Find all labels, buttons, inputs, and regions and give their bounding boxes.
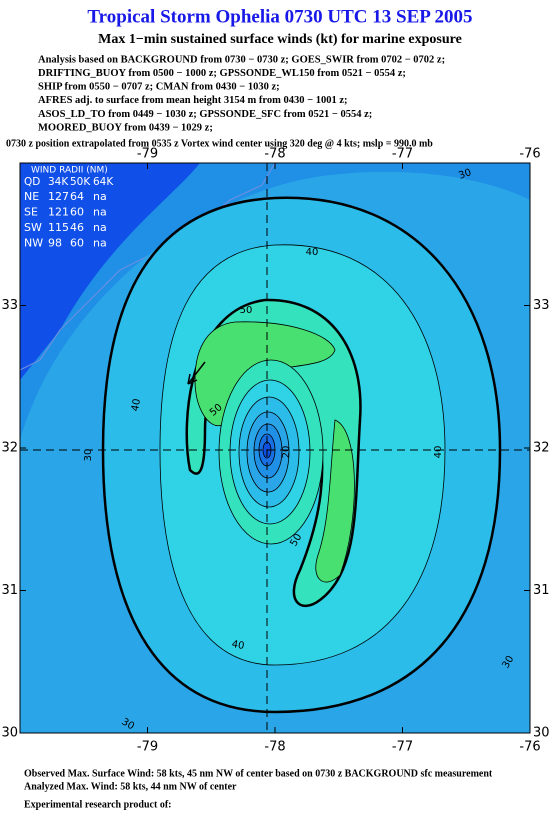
y-tick-label: 33 xyxy=(1,298,18,313)
contour-label: 30 xyxy=(457,167,473,182)
analysis-line: AFRES adj. to surface from mean height 3… xyxy=(38,95,347,106)
x-tick-label: -78 xyxy=(264,147,285,162)
x-tick-label: -78 xyxy=(264,740,285,755)
radii-cell: na xyxy=(93,190,107,203)
y-tick-label: 31 xyxy=(533,583,550,598)
x-tick-label: -76 xyxy=(519,147,540,162)
subtitle: Max 1−min sustained surface winds (kt) f… xyxy=(98,32,462,47)
radii-title: WIND RADII (NM) xyxy=(31,166,108,176)
analysis-line: ASOS_LD_TO from 0449 − 1030 z; GPSSONDE_… xyxy=(38,109,372,120)
radii-cell: 60 xyxy=(70,237,84,250)
title: Tropical Storm Ophelia 0730 UTC 13 SEP 2… xyxy=(87,6,472,27)
radii-cell: na xyxy=(93,237,107,250)
contour-label: 50 xyxy=(240,305,253,316)
radii-cell: NW xyxy=(24,237,43,250)
y-tick-label: 30 xyxy=(533,726,550,741)
radii-cell: 121 xyxy=(48,206,69,219)
position-line: 0730 z position extrapolated from 0535 z… xyxy=(6,138,433,149)
analysis-line: DRIFTING_BUOY from 0500 − 1000 z; GPSSON… xyxy=(38,68,406,79)
motion-arrow xyxy=(187,361,206,385)
radii-cell: 115 xyxy=(48,221,69,234)
contour-label: 30 xyxy=(83,449,94,462)
radii-cell: SW xyxy=(24,221,42,234)
wind-field xyxy=(20,163,530,733)
radii-header: QD xyxy=(24,176,40,188)
radii-cell: 127 xyxy=(48,190,69,203)
y-tick-label: 32 xyxy=(1,441,18,456)
y-tick-label: 32 xyxy=(533,441,550,456)
x-tick-label: -77 xyxy=(392,740,413,755)
contour-label: 20 xyxy=(281,446,292,459)
radii-cell: na xyxy=(93,206,107,219)
contour-label: 40 xyxy=(306,247,319,258)
radii-cell: na xyxy=(93,221,107,234)
x-tick-label: -79 xyxy=(137,740,158,755)
analysis-block: Analysis based on BACKGROUND from 0730 −… xyxy=(38,54,445,133)
radii-cell: NE xyxy=(24,190,39,203)
analysis-line: SHIP from 0550 − 0707 z; CMAN from 0430 … xyxy=(38,82,280,93)
footer-line: Analyzed Max. Wind: 58 kts, 44 nm NW of … xyxy=(24,781,237,792)
x-tick-label: -77 xyxy=(392,147,413,162)
contour-label: 40 xyxy=(433,446,444,459)
radii-cell: 46 xyxy=(70,221,84,234)
radii-header: 64K xyxy=(93,176,114,188)
radii-header: 34K xyxy=(48,176,69,188)
footer-line: Experimental research product of: xyxy=(24,799,171,810)
max-wind-region-east xyxy=(315,419,355,583)
footer: Observed Max. Surface Wind: 58 kts, 45 n… xyxy=(24,768,493,810)
analysis-line: Analysis based on BACKGROUND from 0730 −… xyxy=(38,54,445,65)
radii-cell: 60 xyxy=(70,206,84,219)
radii-cell: 64 xyxy=(70,190,84,203)
contour-label: 40 xyxy=(231,639,245,652)
outer-field xyxy=(20,163,200,380)
y-tick-label: 31 xyxy=(1,583,18,598)
radii-cell: 98 xyxy=(48,237,62,250)
radii-header: 50K xyxy=(70,176,91,188)
analysis-line: MOORED_BUOY from 0439 − 1029 z; xyxy=(38,122,213,133)
wind-radii-table: WIND RADII (NM)QD 34K 50K 64K NE 127 64 na SE 121… xyxy=(24,166,114,250)
x-tick-label: -79 xyxy=(137,147,158,162)
y-tick-label: 33 xyxy=(533,298,550,313)
y-tick-label: 30 xyxy=(1,726,18,741)
footer-line: Observed Max. Surface Wind: 58 kts, 45 n… xyxy=(24,768,493,779)
motion-arrowhead xyxy=(187,373,198,385)
contour-label: 40 xyxy=(130,398,143,412)
radii-cell: SE xyxy=(24,206,38,219)
x-tick-label: -76 xyxy=(519,740,540,755)
